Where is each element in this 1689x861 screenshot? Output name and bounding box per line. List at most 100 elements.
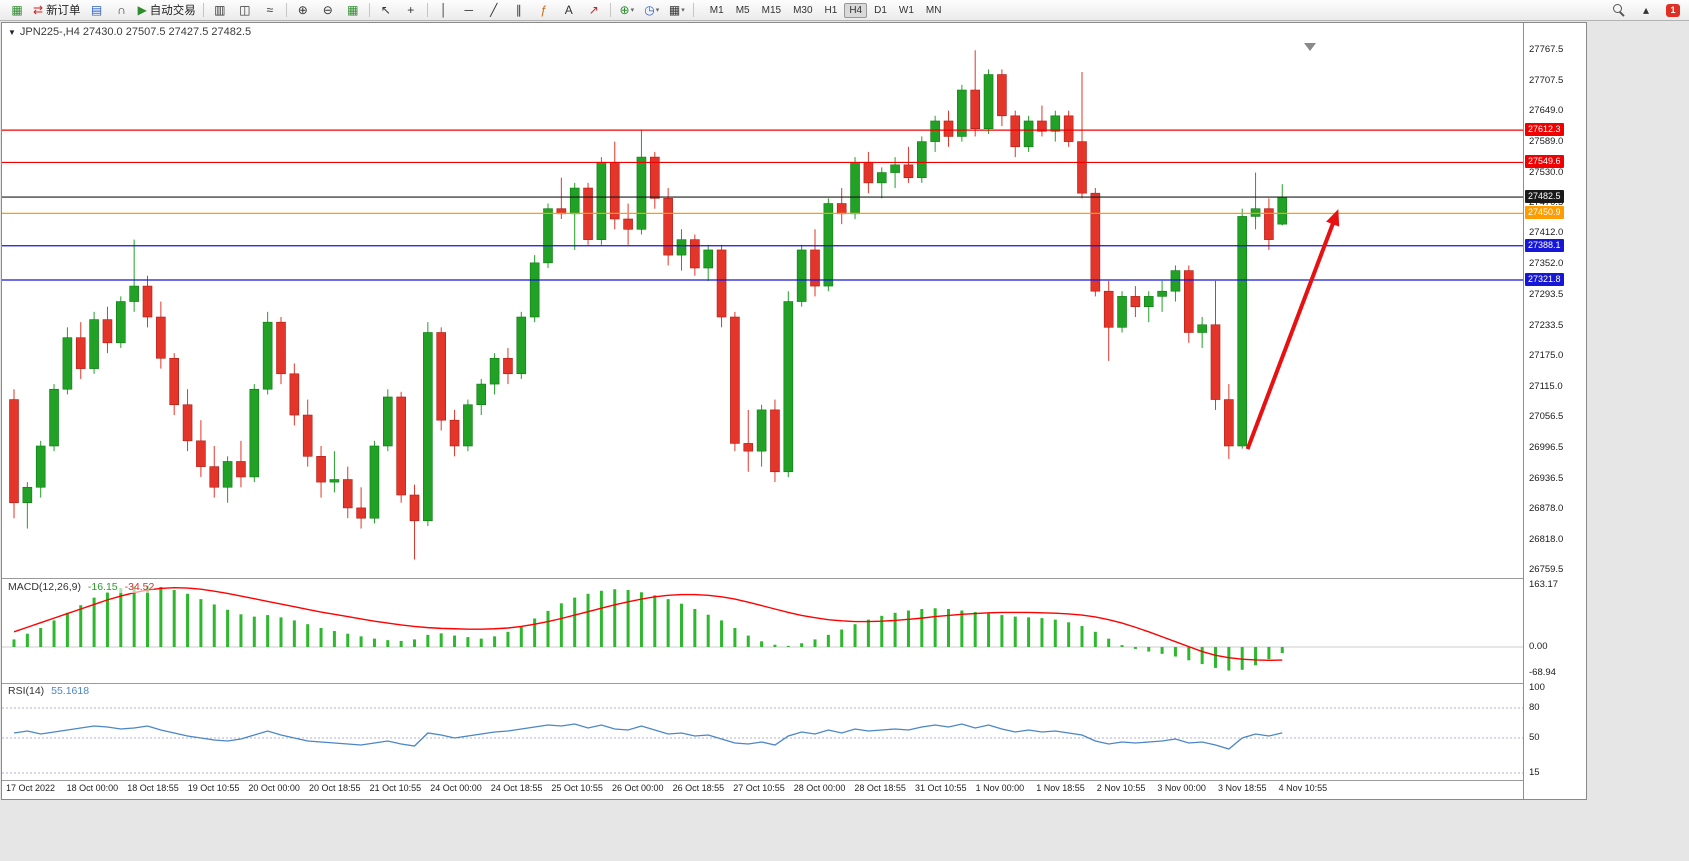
timeframe-w1-button[interactable]: W1: [898, 4, 914, 16]
text-tool-button[interactable]: A: [557, 1, 581, 20]
price-tick-label: 27649.0: [1529, 105, 1564, 117]
candlesticks: [9, 50, 1288, 560]
toolbar-separator: [202, 3, 204, 17]
price-tick-label: 26936.5: [1529, 472, 1564, 484]
macd-pane: [12, 585, 1284, 671]
price-chart-canvas[interactable]: [2, 23, 1523, 799]
chart-ohlc-title: ▼ JPN225-,H4 27430.0 27507.5 27427.5 2748…: [8, 26, 251, 38]
new-order-button[interactable]: ⇄ 新订单: [30, 1, 84, 20]
periods-button[interactable]: ◷ ▾: [640, 1, 664, 20]
arrows-tool-button[interactable]: ↗: [582, 1, 606, 20]
chart-candles-button[interactable]: ◫: [233, 1, 257, 20]
hline-tool-button[interactable]: ─: [457, 1, 481, 20]
time-label: 27 Oct 10:55: [733, 783, 785, 793]
macd-scale-label: 0.00: [1529, 641, 1548, 652]
candle: [276, 321, 286, 375]
zoom-in-button[interactable]: ⊕: [291, 1, 315, 20]
time-label: 1 Nov 18:55: [1036, 783, 1085, 793]
trendline-tool-button[interactable]: ╱: [482, 1, 506, 20]
autotrading-icon: ▶: [137, 3, 147, 17]
candle: [810, 249, 820, 287]
top-toolbar: ▦ ⇄ 新订单 ▤ ∩ ▶ 自动交易 ▥ ◫ ≈ ⊕ ⊖ ▦ ↖ + │ ─ ╱…: [0, 0, 1689, 21]
chart-line-button[interactable]: ≈: [258, 1, 282, 20]
candle: [823, 203, 834, 287]
autotrading-button[interactable]: ▶ 自动交易: [135, 1, 199, 20]
timeframe-h1-button[interactable]: H1: [824, 4, 838, 16]
timeframe-m5-button[interactable]: M5: [735, 4, 750, 16]
template-icon: ▦: [668, 3, 681, 17]
rsi-scale-label: 50: [1529, 732, 1540, 743]
one-click-trading-icon[interactable]: ▼: [8, 28, 16, 37]
add-indicator-icon: ⊕: [619, 3, 630, 17]
candle: [222, 461, 233, 488]
candle: [609, 161, 620, 220]
candle: [850, 161, 860, 215]
rsi-scale-label: 15: [1529, 767, 1540, 778]
price-line-label: 27321.8: [1525, 272, 1564, 286]
fibonacci-tool-button[interactable]: ƒ: [532, 1, 556, 20]
price-tick-label: 27767.5: [1529, 44, 1564, 56]
candle: [916, 141, 927, 179]
price-tick-label: 27115.0: [1529, 380, 1563, 392]
time-label: 26 Oct 18:55: [672, 783, 725, 793]
time-label: 18 Oct 18:55: [127, 783, 179, 793]
timeframe-m1-button[interactable]: M1: [709, 4, 724, 16]
market-depth-button[interactable]: ∩: [110, 1, 134, 20]
candle: [89, 319, 99, 369]
candle: [1224, 399, 1234, 447]
candle: [1237, 216, 1247, 447]
candle: [983, 74, 994, 130]
timeframe-h4-button[interactable]: H4: [844, 2, 868, 18]
timeframe-m15-button[interactable]: M15: [761, 4, 782, 16]
time-label: 28 Oct 00:00: [793, 783, 846, 793]
candle: [476, 383, 487, 406]
vline-tool-button[interactable]: │: [432, 1, 456, 20]
candle: [770, 409, 780, 473]
macd-pane-label: MACD(12,26,9) -16.15 -34.52: [8, 581, 155, 593]
candle: [342, 479, 353, 509]
candle: [1130, 296, 1141, 307]
candle: [1063, 115, 1074, 142]
candle: [1264, 208, 1274, 240]
zoom-out-button[interactable]: ⊖: [316, 1, 340, 20]
new-order-label: 新订单: [46, 5, 81, 17]
chart-bars-button[interactable]: ▥: [208, 1, 232, 20]
pane-separators: [2, 578, 1523, 781]
candle: [449, 419, 460, 447]
candle: [1037, 120, 1047, 132]
new-chart-button[interactable]: ▦: [5, 1, 29, 20]
templates-button[interactable]: ▦ ▾: [665, 1, 689, 20]
price-tick-label: 27707.5: [1529, 74, 1564, 86]
macd-scale-label: 163.17: [1529, 578, 1559, 590]
scroll-up-button[interactable]: ▴: [1634, 1, 1658, 20]
search-icon[interactable]: [1613, 3, 1626, 17]
price-scale[interactable]: 27767.527707.527649.027589.027530.027470…: [1523, 23, 1586, 799]
time-axis[interactable]: 17 Oct 2022 18 Oct 00:00 18 Oct 18:55 19 Oc…: [2, 781, 1523, 797]
candle: [663, 198, 673, 256]
candle: [289, 373, 300, 416]
toolbar-separator: [609, 3, 611, 17]
channel-tool-button[interactable]: ∥: [507, 1, 531, 20]
chevron-down-icon: ▾: [655, 7, 660, 14]
cursor-button[interactable]: ↖: [374, 1, 398, 20]
crosshair-button[interactable]: +: [399, 1, 423, 20]
candle: [1143, 296, 1154, 307]
tile-windows-button[interactable]: ▦: [341, 1, 365, 20]
headset-icon: ∩: [117, 3, 126, 17]
candle: [436, 332, 447, 421]
price-tick-label: 27352.0: [1529, 258, 1564, 270]
cursor-icon: ↖: [380, 3, 391, 17]
candle: [302, 414, 313, 457]
candle: [743, 443, 754, 452]
profiles-button[interactable]: ▤: [85, 1, 109, 20]
timeframe-mn-button[interactable]: MN: [925, 4, 942, 16]
candle: [783, 301, 794, 473]
indicators-button[interactable]: ⊕ ▾: [615, 1, 639, 20]
timeframe-d1-button[interactable]: D1: [874, 4, 887, 16]
rsi-value: 55.1618: [51, 685, 90, 697]
candle: [503, 357, 513, 375]
ohlc-values-label: 27430.0 27507.5 27427.5 27482.5: [82, 26, 252, 38]
notification-badge[interactable]: 1: [1666, 3, 1680, 17]
timeframe-m30-button[interactable]: M30: [793, 4, 813, 16]
rsi-scale-label: 80: [1529, 702, 1540, 713]
